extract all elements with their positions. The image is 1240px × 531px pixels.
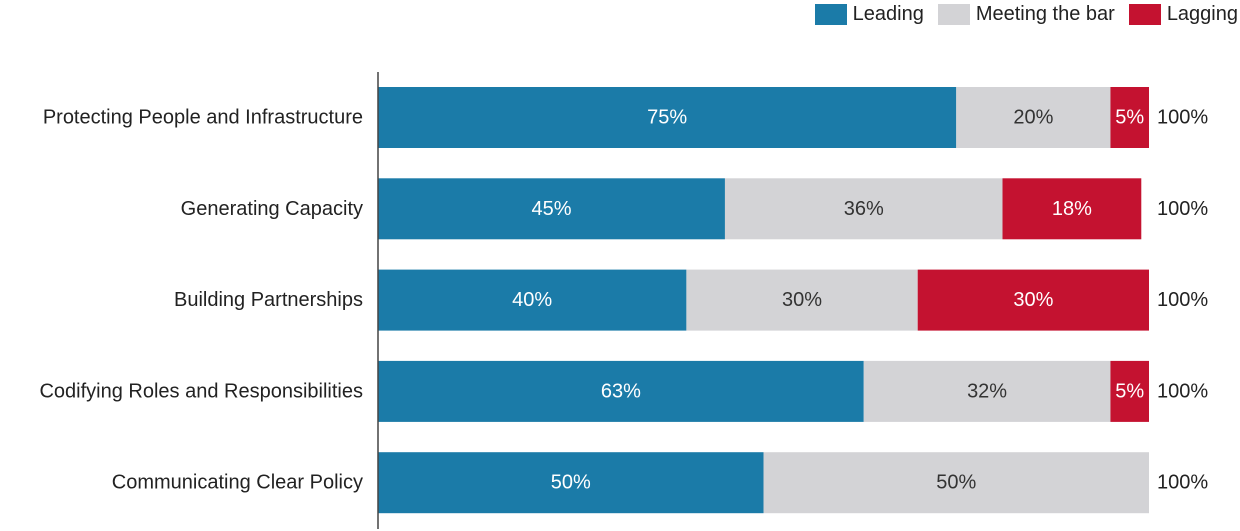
data-label-leading: 40% bbox=[512, 289, 552, 311]
legend-label-leading: Leading bbox=[852, 2, 924, 25]
bar-group-codifying-roles-and-responsibilities: Codifying Roles and Responsibilities 63% 3… bbox=[39, 360, 1208, 422]
bar-segment-leading bbox=[378, 87, 957, 148]
legend-item-meeting-the-bar: Meeting the bar bbox=[937, 2, 1115, 26]
chart-legend: Leading Meeting the bar Lagging bbox=[801, 0, 1238, 28]
data-label-lagging: 5% bbox=[1115, 107, 1144, 129]
category-label: Communicating Clear Policy bbox=[112, 472, 363, 494]
legend-swatch-lagging bbox=[1128, 3, 1161, 25]
bar-segment-lagging bbox=[917, 269, 1149, 331]
data-label-meeting-the-bar: 36% bbox=[844, 198, 884, 220]
bar-segment-leading bbox=[378, 178, 725, 240]
bar-segment-lagging bbox=[1002, 178, 1142, 240]
category-label: Protecting People and Infrastructure bbox=[43, 107, 363, 129]
legend-swatch-leading bbox=[814, 3, 847, 25]
data-label-meeting-the-bar: 32% bbox=[967, 380, 1007, 402]
legend-item-leading: Leading bbox=[814, 2, 924, 26]
legend-swatch-meeting-the-bar bbox=[937, 3, 970, 25]
data-label-meeting-the-bar: 20% bbox=[1013, 107, 1053, 129]
data-label-lagging: 30% bbox=[1013, 289, 1053, 311]
bar-group-communicating-clear-policy: Communicating Clear Policy 50% 50% 100% bbox=[112, 452, 1208, 514]
total-label: 100% bbox=[1157, 380, 1208, 402]
data-label-lagging: 18% bbox=[1052, 198, 1092, 220]
data-label-leading: 45% bbox=[531, 198, 571, 220]
total-label: 100% bbox=[1157, 198, 1208, 220]
total-label: 100% bbox=[1157, 472, 1208, 494]
bar-group-protecting-people-and-infrastructure: Protecting People and Infrastructure 75% 2… bbox=[43, 87, 1208, 148]
data-label-leading: 75% bbox=[647, 107, 687, 129]
bar-segment-leading bbox=[378, 360, 864, 422]
bar-group-building-partnerships: Building Partnerships 40% 30% 30% 100% bbox=[174, 269, 1208, 331]
bar-segment-meeting-the-bar bbox=[863, 360, 1111, 422]
bar-segment-leading bbox=[378, 269, 687, 331]
legend-item-lagging: Lagging bbox=[1128, 2, 1238, 26]
data-label-meeting-the-bar: 50% bbox=[936, 472, 976, 494]
bar-segment-lagging bbox=[1110, 87, 1149, 148]
data-label-leading: 50% bbox=[551, 472, 591, 494]
data-label-leading: 63% bbox=[601, 380, 641, 402]
legend-label-lagging: Lagging bbox=[1166, 2, 1238, 25]
bar-segment-meeting-the-bar bbox=[763, 452, 1149, 514]
total-label: 100% bbox=[1157, 289, 1208, 311]
category-label: Generating Capacity bbox=[181, 198, 363, 220]
data-label-lagging: 5% bbox=[1115, 380, 1144, 402]
legend-label-meeting-the-bar: Meeting the bar bbox=[975, 2, 1115, 25]
bar-segment-meeting-the-bar bbox=[686, 269, 918, 331]
bars-layer: Protecting People and Infrastructure 75% 2… bbox=[39, 87, 1208, 514]
bar-segment-meeting-the-bar bbox=[956, 87, 1111, 148]
data-label-meeting-the-bar: 30% bbox=[782, 289, 822, 311]
category-label: Codifying Roles and Responsibilities bbox=[39, 380, 363, 402]
bar-segment-lagging bbox=[1110, 360, 1149, 422]
total-label: 100% bbox=[1157, 107, 1208, 129]
bar-segment-leading bbox=[378, 452, 764, 514]
bar-segment-meeting-the-bar bbox=[724, 178, 1003, 240]
bar-group-generating-capacity: Generating Capacity 45% 36% 18% 100% bbox=[181, 178, 1208, 240]
category-label: Building Partnerships bbox=[174, 289, 363, 311]
